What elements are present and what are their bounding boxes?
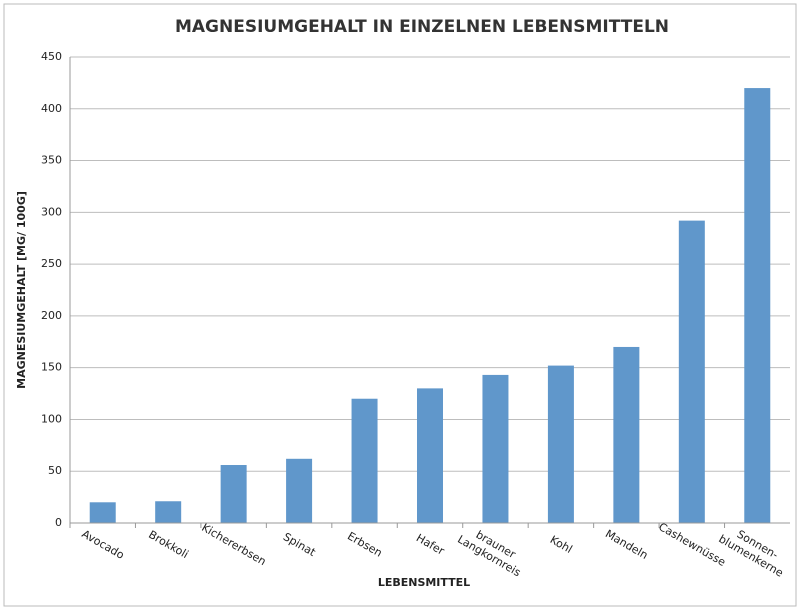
x-tick-label: Cashewnüsse [656,520,728,569]
bar [613,346,640,523]
bar [286,458,313,523]
chart-border [3,3,797,607]
y-tick-label: 50 [48,464,62,477]
y-tick-label: 400 [41,102,62,115]
y-tick-label: 200 [41,309,62,322]
x-tick-label: Erbsen [345,529,384,559]
bar [547,365,574,523]
chart-title: MAGNESIUMGEHALT IN EINZELNEN LEBENSMITTE… [175,17,669,37]
bar [417,388,443,523]
x-tick-label: Mandeln [603,527,650,562]
y-tick-label: 300 [41,205,62,218]
bar [744,88,771,524]
x-tick-label: Spinat [281,530,318,559]
x-tick-label: Brokkoli [146,528,190,561]
y-tick-label: 100 [41,412,62,425]
bar [482,374,509,523]
y-axis-title: MAGNESIUMGEHALT [MG/ 100G] [15,191,28,389]
x-tick-label: Sonnen-blumenkerne [716,521,792,580]
y-tick-label: 450 [41,50,62,63]
x-tick-label: Kohl [548,533,575,556]
y-tick-label: 0 [55,516,62,529]
x-tick-label: Avocado [80,527,127,562]
x-tick-label: braunerLangkornreis [455,521,530,579]
x-tick-label: Hafer [414,531,447,558]
bar [220,465,247,523]
bar [89,502,116,523]
bar [678,220,705,523]
bar [351,398,378,523]
y-tick-label: 250 [41,257,62,270]
y-tick-label: 150 [41,361,62,374]
x-tick-label: Kichererbsen [199,521,268,568]
x-axis-title: LEBENSMITTEL [378,576,470,589]
y-tick-label: 350 [41,154,62,167]
bar [155,501,182,523]
